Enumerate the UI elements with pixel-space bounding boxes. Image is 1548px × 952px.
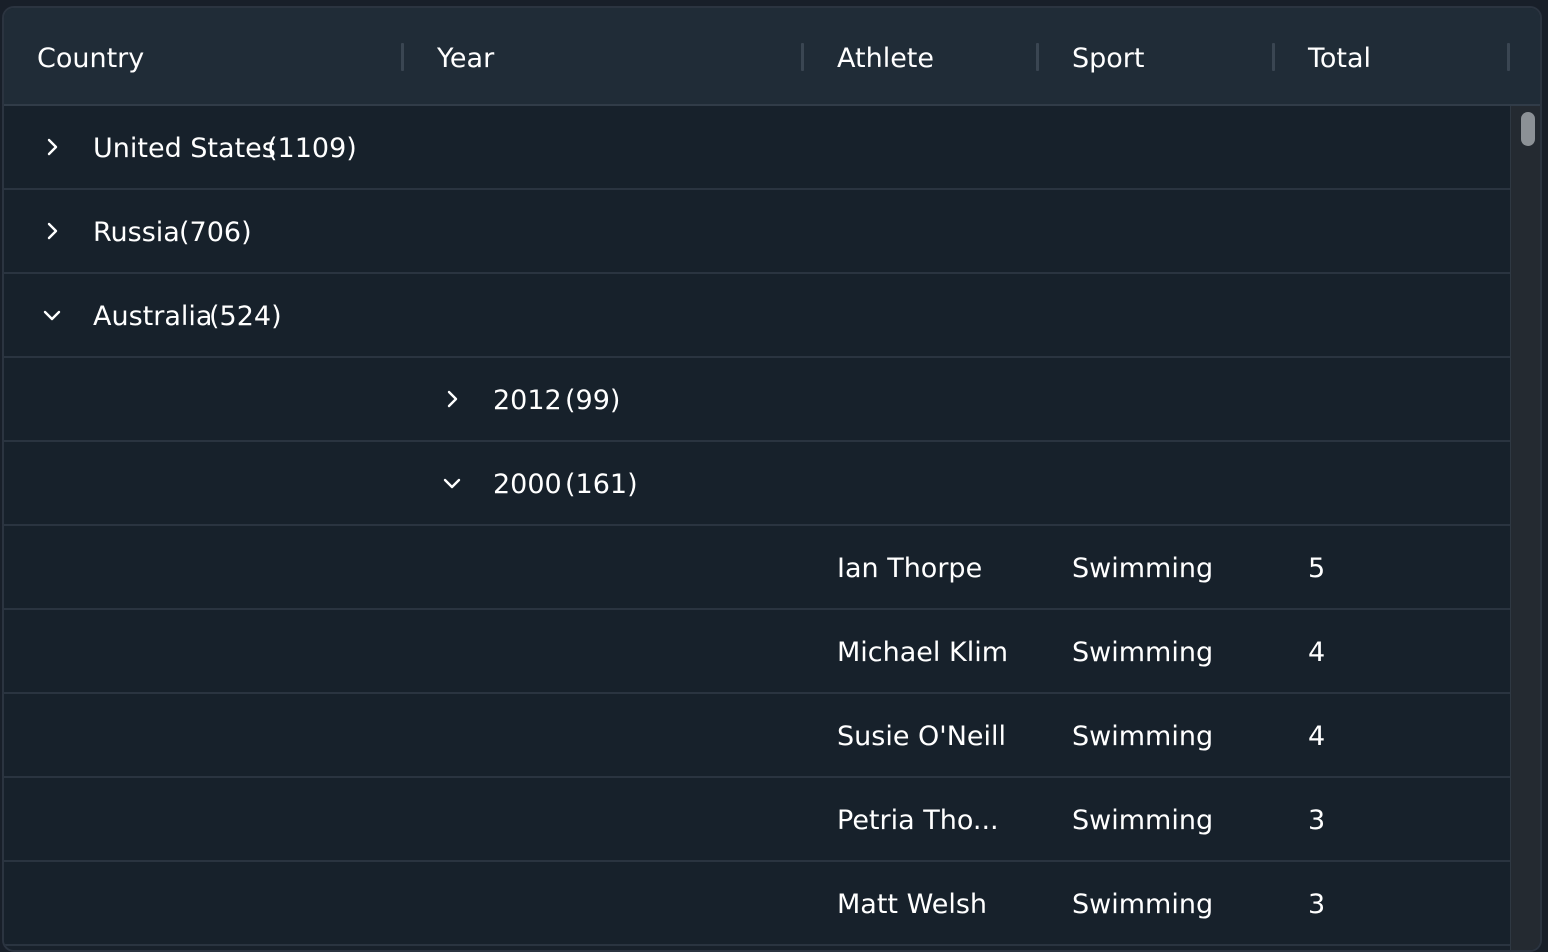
data-grid: Country Year Athlete Sport Total United … — [2, 6, 1542, 952]
column-header-athlete[interactable]: Athlete — [837, 43, 935, 74]
group-count: (706) — [179, 217, 252, 248]
group-count: (99) — [565, 385, 621, 416]
sport-cell: Swimming — [1072, 637, 1214, 668]
table-row[interactable]: Petria Tho... Swimming 3 — [4, 778, 1510, 862]
group-label: 2000 — [493, 469, 562, 500]
column-header-year[interactable]: Year — [437, 43, 495, 74]
column-resize-handle[interactable] — [1507, 43, 1510, 71]
chevron-right-icon[interactable] — [440, 387, 464, 411]
total-cell: 3 — [1308, 805, 1326, 836]
table-row[interactable]: Ian Thorpe Swimming 5 — [4, 526, 1510, 610]
group-count: (161) — [565, 469, 638, 500]
column-header-sport[interactable]: Sport — [1072, 43, 1145, 74]
table-row[interactable]: Susie O'Neill Swimming 4 — [4, 694, 1510, 778]
group-label: 2012 — [493, 385, 562, 416]
sport-cell: Swimming — [1072, 889, 1214, 920]
group-count: (1109) — [267, 133, 357, 164]
group-row-country[interactable]: Russia (706) — [4, 190, 1510, 274]
vertical-scrollbar[interactable] — [1510, 106, 1540, 950]
athlete-cell: Matt Welsh — [837, 889, 988, 920]
table-row[interactable]: Matt Welsh Swimming 3 — [4, 862, 1510, 946]
column-resize-handle[interactable] — [1272, 43, 1275, 71]
grid-header: Country Year Athlete Sport Total — [4, 8, 1540, 106]
sport-cell: Swimming — [1072, 805, 1214, 836]
group-row-year[interactable]: 2012 (99) — [4, 358, 1510, 442]
group-row-year[interactable]: 2000 (161) — [4, 442, 1510, 526]
total-cell: 4 — [1308, 637, 1326, 668]
group-label: Russia — [93, 217, 180, 248]
total-cell: 5 — [1308, 553, 1326, 584]
sport-cell: Swimming — [1072, 553, 1214, 584]
total-cell: 4 — [1308, 721, 1326, 752]
scrollbar-thumb[interactable] — [1521, 112, 1535, 146]
group-row-country[interactable]: United States (1109) — [4, 106, 1510, 190]
column-resize-handle[interactable] — [801, 43, 804, 71]
column-resize-handle[interactable] — [401, 43, 404, 71]
chevron-right-icon[interactable] — [40, 135, 64, 159]
group-label: Australia — [93, 301, 213, 332]
chevron-down-icon[interactable] — [440, 471, 464, 495]
athlete-cell: Susie O'Neill — [837, 721, 1007, 752]
group-label: United States — [93, 133, 276, 164]
chevron-down-icon[interactable] — [40, 303, 64, 327]
grid-body: United States (1109) Russia (706) Austra… — [4, 106, 1510, 950]
sport-cell: Swimming — [1072, 721, 1214, 752]
chevron-right-icon[interactable] — [40, 219, 64, 243]
column-header-country[interactable]: Country — [37, 43, 145, 74]
column-resize-handle[interactable] — [1036, 43, 1039, 71]
athlete-cell: Petria Tho... — [837, 805, 999, 836]
athlete-cell: Michael Klim — [837, 637, 1009, 668]
table-row[interactable]: Michael Klim Swimming 4 — [4, 610, 1510, 694]
group-row-country[interactable]: Australia (524) — [4, 274, 1510, 358]
athlete-cell: Ian Thorpe — [837, 553, 983, 584]
group-count: (524) — [209, 301, 282, 332]
column-header-total[interactable]: Total — [1308, 43, 1372, 74]
total-cell: 3 — [1308, 889, 1326, 920]
